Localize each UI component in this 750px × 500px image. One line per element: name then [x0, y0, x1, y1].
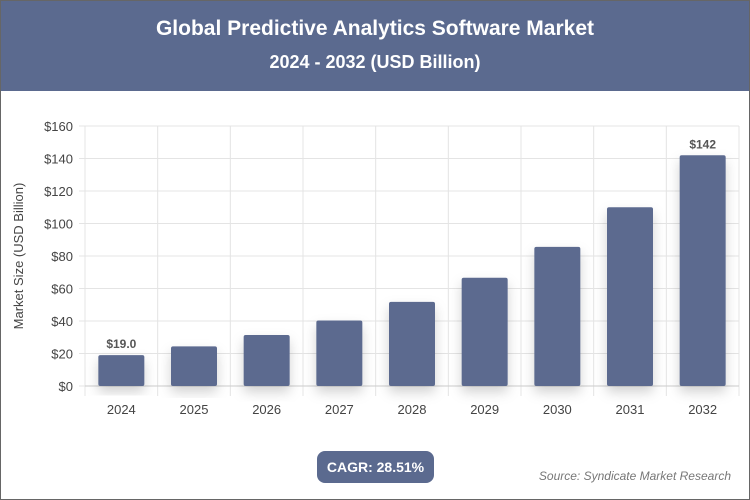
bar-2029 — [461, 277, 508, 386]
bar-2032 — [679, 155, 726, 386]
x-tick-label: 2026 — [252, 402, 281, 417]
y-tick-label: $160 — [44, 119, 73, 134]
x-tick-label: 2032 — [688, 402, 717, 417]
x-tick-label: 2027 — [325, 402, 354, 417]
y-tick-label: $0 — [59, 379, 73, 394]
chart-subtitle: 2024 - 2032 (USD Billion) — [269, 52, 481, 72]
header: Global Predictive Analytics Software Mar… — [1, 1, 749, 91]
x-tick-label: 2029 — [470, 402, 499, 417]
y-tick-label: $60 — [51, 282, 73, 297]
data-label: $142 — [689, 137, 716, 151]
y-tick-label: $100 — [44, 217, 73, 232]
data-label: $19.0 — [106, 337, 136, 351]
bar-2028 — [389, 301, 435, 386]
y-tick-label: $80 — [51, 249, 73, 264]
chart-title: Global Predictive Analytics Software Mar… — [155, 17, 595, 40]
y-tick-label: $120 — [44, 184, 73, 199]
x-tick-label: 2024 — [107, 402, 136, 417]
bar-chart: $0 $20 $40 $60 $80 $100 $120 $140 $160 2024 $19.0 2… — [11, 119, 740, 417]
y-tick-label: $40 — [51, 314, 73, 329]
cagr-badge: CAGR: 28.51% — [317, 451, 434, 483]
bar-2031 — [607, 207, 653, 386]
bar-2030 — [534, 246, 581, 386]
bar-2026 — [243, 334, 290, 386]
x-tick-label: 2030 — [543, 402, 572, 417]
y-tick-label: $140 — [44, 152, 73, 167]
x-tick-label: 2031 — [616, 402, 645, 417]
y-tick-label: $20 — [51, 347, 73, 362]
bar-2027 — [316, 320, 363, 386]
x-tick-label: 2025 — [180, 402, 209, 417]
y-axis-label: Market Size (USD Billion) — [11, 183, 26, 330]
source-note: Source: Syndicate Market Research — [538, 469, 731, 483]
x-tick-label: 2028 — [398, 402, 427, 417]
bar-2025 — [171, 346, 217, 386]
bar-2024 — [98, 355, 145, 386]
